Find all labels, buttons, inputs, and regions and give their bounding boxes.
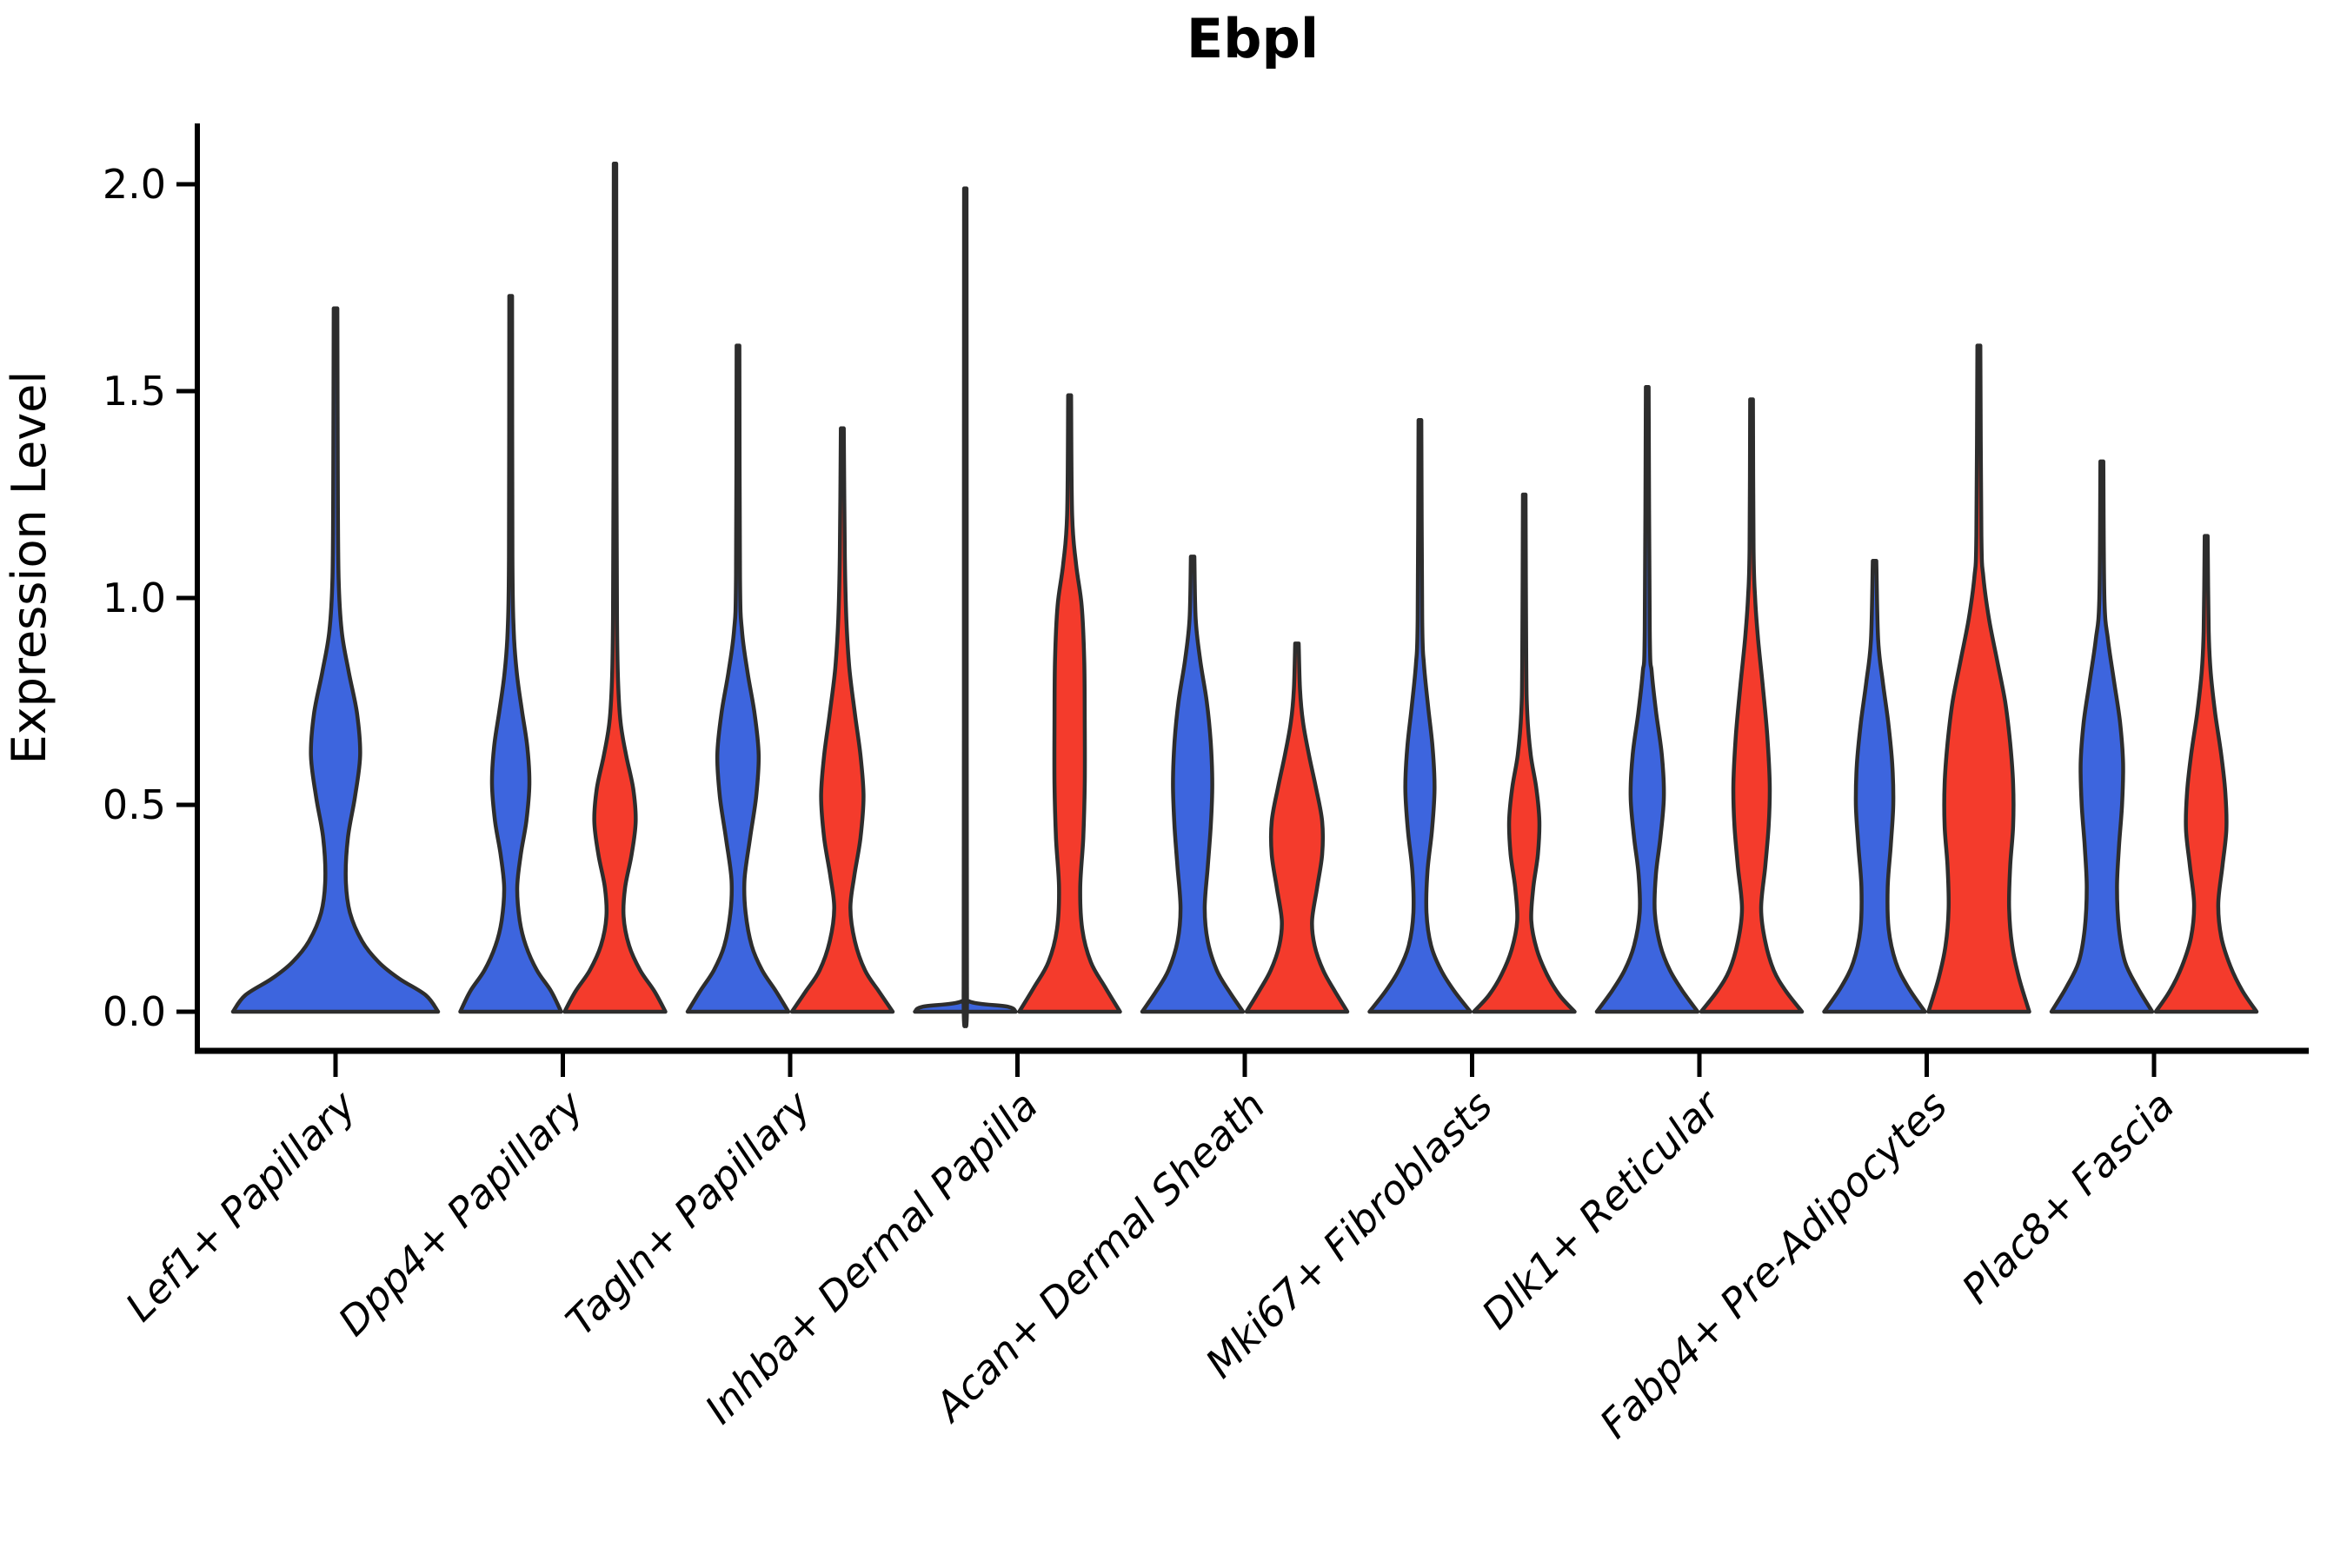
violin-inhba-dermal-papilla-blue <box>913 186 1018 1028</box>
y-tick-label-3: 1.5 <box>103 368 166 415</box>
x-tick-label-2: Tagln+ Papillary <box>556 1081 820 1345</box>
violin-tagln-papillary-red <box>789 426 895 1014</box>
violin-fabp4-pre-adipocytes-blue <box>1822 558 1927 1014</box>
violin-tagln-papillary-blue <box>685 343 791 1014</box>
x-tick-label-0: Lef1+ Papillary <box>116 1081 365 1330</box>
y-tick-label-2: 1.0 <box>103 575 166 621</box>
y-tick-label-1: 0.5 <box>103 781 166 828</box>
violin-dlk1-reticular-blue <box>1594 384 1700 1014</box>
violin-dpp4-papillary-blue <box>458 294 563 1014</box>
violin-mki67-fibroblasts-red <box>1472 492 1577 1014</box>
x-tick-label-1: Dpp4+ Papillary <box>329 1081 593 1345</box>
violin-acan-dermal-sheath-blue <box>1140 555 1246 1014</box>
violin-fabp4-pre-adipocytes-red <box>1926 343 2031 1014</box>
y-tick-label-0: 0.0 <box>103 988 166 1035</box>
violin-plac8-fascia-red <box>2153 534 2259 1014</box>
y-tick-label-4: 2.0 <box>103 161 166 208</box>
violin-layer <box>230 161 2259 1028</box>
y-axis-label: Expression Level <box>2 371 57 765</box>
label-layer: Ebpl Expression Level <box>2 7 1319 764</box>
violin-lef1-papillary-blue <box>230 306 441 1014</box>
violin-dlk1-reticular-red <box>1699 397 1805 1014</box>
x-tick-label-8: Plac8+ Fascia <box>1952 1082 2183 1312</box>
violin-acan-dermal-sheath-red <box>1244 641 1350 1014</box>
chart-title: Ebpl <box>1187 7 1319 70</box>
x-tick-label-6: Dlk1+ Reticular <box>1473 1080 1731 1338</box>
violin-mki67-fibroblasts-blue <box>1367 418 1473 1014</box>
violin-plac8-fascia-blue <box>2049 459 2155 1014</box>
violin-dpp4-papillary-red <box>562 161 668 1014</box>
violin-inhba-dermal-papilla-red <box>1017 393 1122 1014</box>
